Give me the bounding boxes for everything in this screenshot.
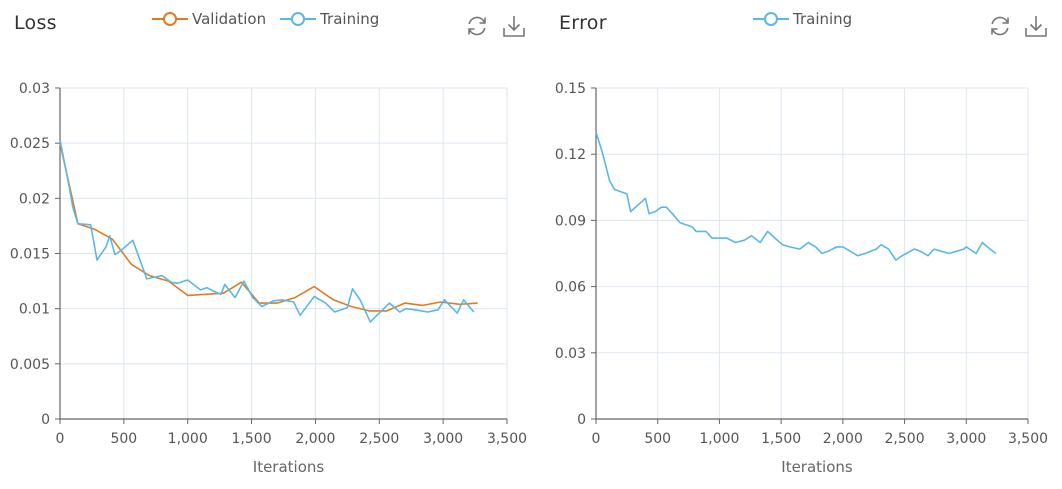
- y-tick-label: 0.025: [10, 136, 50, 152]
- x-tick-label: 3,500: [487, 431, 527, 447]
- x-axis-label: Iterations: [253, 458, 325, 476]
- x-tick-label: 3,000: [423, 431, 463, 447]
- refresh-icon[interactable]: [464, 13, 490, 39]
- series-line-training: [595, 131, 997, 261]
- y-tick-label: 0: [41, 412, 50, 428]
- series-line-training: [59, 139, 475, 323]
- loss-legend: Validation Training: [152, 10, 393, 28]
- x-tick-label: 0: [56, 431, 65, 447]
- x-axis-label: Iterations: [781, 458, 853, 476]
- x-tick-label: 1,000: [168, 431, 208, 447]
- y-tick-label: 0.02: [19, 191, 50, 207]
- x-tick-label: 1,000: [699, 431, 739, 447]
- error-legend: Training: [753, 10, 866, 28]
- error-line-chart: 0 0.03 0.06 0.09 0.12 0.15 0 500 1,000 1,500 2,000…: [555, 81, 1048, 476]
- y-tick-label: 0.01: [19, 302, 50, 318]
- x-tick-label: 2,500: [359, 431, 399, 447]
- loss-line-chart: 0 0.005 0.01 0.015 0.02 0.025 0.03 0 500 1,000 1,5…: [10, 81, 527, 476]
- validation-legend-marker: [152, 12, 188, 26]
- y-tick-label: 0.03: [555, 346, 586, 362]
- legend-item-validation[interactable]: Validation: [152, 10, 266, 28]
- refresh-icon[interactable]: [987, 13, 1013, 39]
- y-tick-label: 0.09: [555, 213, 586, 229]
- download-icon[interactable]: [501, 13, 527, 39]
- x-tick-label: 500: [644, 431, 671, 447]
- legend-item-training[interactable]: Training: [280, 10, 379, 28]
- legend-label-training: Training: [320, 10, 380, 28]
- download-icon[interactable]: [1023, 13, 1049, 39]
- x-tick-label: 500: [110, 431, 137, 447]
- legend-item-training[interactable]: Training: [753, 10, 852, 28]
- loss-chart-title: Loss: [14, 12, 57, 34]
- legend-label-training: Training: [793, 10, 853, 28]
- x-tick-label: 2,000: [295, 431, 335, 447]
- series-line-validation: [59, 143, 478, 312]
- y-tick-label: 0: [577, 412, 586, 428]
- error-chart-title: Error: [559, 12, 607, 34]
- x-tick-label: 1,500: [761, 431, 801, 447]
- loss-chart-panel: Loss Validation Training: [10, 10, 527, 476]
- x-tick-label: 2,500: [885, 431, 925, 447]
- x-tick-label: 3,500: [1008, 431, 1048, 447]
- error-chart-panel: Error Training 0 0.03 0.06 0.09 0.12 0.15 0 500…: [537, 0, 1062, 489]
- y-tick-label: 0.15: [555, 81, 586, 97]
- y-tick-label: 0.015: [10, 247, 50, 263]
- training-legend-marker: [280, 12, 317, 26]
- y-tick-label: 0.005: [10, 357, 50, 373]
- y-tick-label: 0.03: [19, 81, 50, 97]
- legend-label-validation: Validation: [192, 10, 267, 28]
- x-tick-label: 2,000: [823, 431, 863, 447]
- training-legend-marker: [753, 12, 789, 26]
- x-tick-label: 3,000: [946, 431, 986, 447]
- x-tick-label: 1,500: [232, 431, 272, 447]
- y-tick-label: 0.06: [555, 280, 586, 296]
- x-tick-label: 0: [592, 431, 601, 447]
- y-tick-label: 0.12: [555, 147, 586, 163]
